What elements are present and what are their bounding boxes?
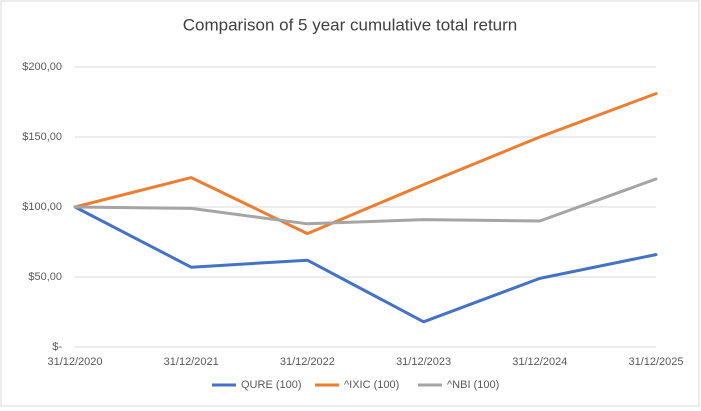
series-line: [73, 205, 658, 324]
y-tick-label: $100,00: [22, 201, 62, 213]
x-tick-label: 31/12/2020: [47, 356, 102, 368]
legend-label: QURE (100): [241, 379, 302, 391]
y-tick-label: $50,00: [28, 271, 62, 283]
y-tick-label: $-: [52, 341, 62, 353]
legend-label: ^IXIC (100): [344, 379, 399, 391]
series-line: [73, 92, 658, 236]
chart-title: Comparison of 5 year cumulative total re…: [183, 15, 518, 34]
y-tick-label: $200,00: [22, 61, 62, 73]
x-tick-label: 31/12/2025: [628, 356, 683, 368]
x-tick-label: 31/12/2024: [512, 356, 567, 368]
x-tick-label: 31/12/2022: [280, 356, 335, 368]
legend-label: ^NBI (100): [447, 379, 499, 391]
y-tick-label: $150,00: [22, 131, 62, 143]
series-line: [73, 177, 658, 226]
x-tick-label: 31/12/2023: [396, 356, 451, 368]
x-tick-label: 31/12/2021: [164, 356, 219, 368]
